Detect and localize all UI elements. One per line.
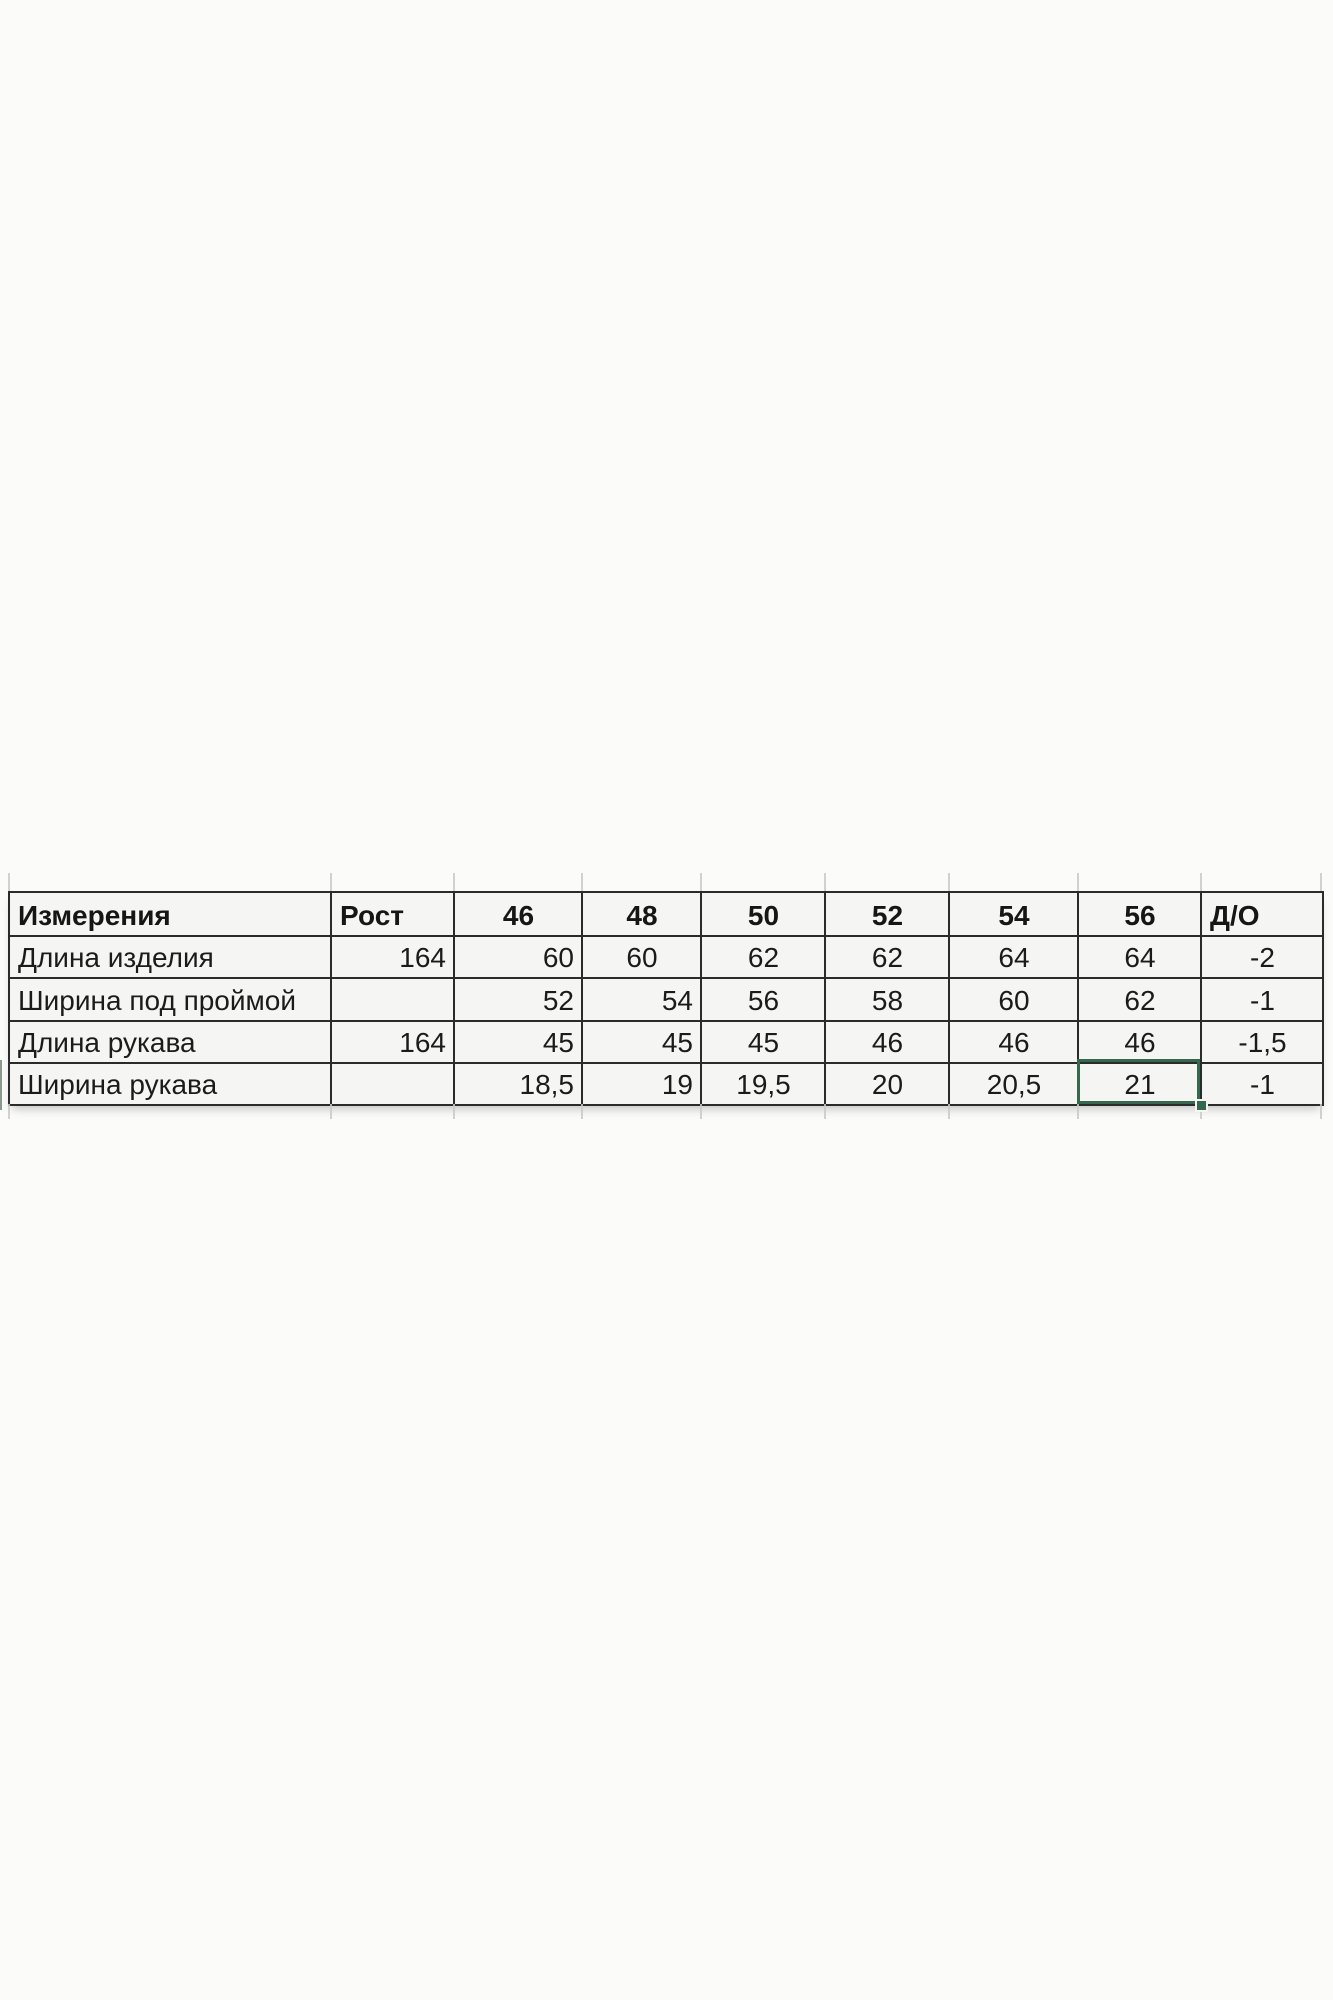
- data-cell[interactable]: [330, 1062, 455, 1106]
- data-cell[interactable]: 54: [581, 977, 702, 1022]
- row-selection-edge-mark: [0, 1060, 2, 1110]
- data-cell[interactable]: 52: [453, 977, 583, 1022]
- table-row: Ширина под проймой 52 54 56 58 60 62 -1: [8, 977, 1324, 1022]
- data-cell[interactable]: 62: [700, 935, 826, 979]
- header-cell-size-50[interactable]: 50: [700, 891, 826, 937]
- data-cell[interactable]: [330, 977, 455, 1022]
- data-cell[interactable]: 46: [948, 1020, 1079, 1064]
- selected-cell[interactable]: 21: [1077, 1062, 1202, 1106]
- data-cell[interactable]: 45: [700, 1020, 826, 1064]
- gridline-stub: [1077, 873, 1079, 891]
- header-cell-size-48[interactable]: 48: [581, 891, 702, 937]
- table-row: Ширина рукава 18,5 19 19,5 20 20,5 21 -1: [8, 1062, 1324, 1106]
- data-cell[interactable]: 56: [700, 977, 826, 1022]
- measurements-table: Измерения Рост 46 48 50 52 54 56 Д/О Дли…: [8, 891, 1324, 1106]
- data-cell[interactable]: 62: [824, 935, 950, 979]
- row-label-cell[interactable]: Ширина под проймой: [8, 977, 332, 1022]
- gridline-stub: [1320, 1104, 1322, 1119]
- gridline-stub: [1320, 873, 1322, 891]
- table-row: Длина изделия 164 60 60 62 62 64 64 -2: [8, 935, 1324, 979]
- data-cell[interactable]: 60: [948, 977, 1079, 1022]
- data-cell[interactable]: 20: [824, 1062, 950, 1106]
- gridline-stub: [824, 873, 826, 891]
- fill-handle[interactable]: [1195, 1099, 1208, 1112]
- data-cell[interactable]: 60: [581, 935, 702, 979]
- data-cell[interactable]: 19: [581, 1062, 702, 1106]
- data-cell[interactable]: 18,5: [453, 1062, 583, 1106]
- row-label-cell[interactable]: Длина рукава: [8, 1020, 332, 1064]
- header-cell-size-56[interactable]: 56: [1077, 891, 1202, 937]
- data-cell[interactable]: 64: [948, 935, 1079, 979]
- header-cell-size-46[interactable]: 46: [453, 891, 583, 937]
- row-label-cell[interactable]: Ширина рукава: [8, 1062, 332, 1106]
- header-row: Измерения Рост 46 48 50 52 54 56 Д/О: [8, 891, 1324, 937]
- data-cell[interactable]: 164: [330, 935, 455, 979]
- gridline-stub: [453, 873, 455, 891]
- header-cell-size-52[interactable]: 52: [824, 891, 950, 937]
- data-cell[interactable]: 19,5: [700, 1062, 826, 1106]
- data-cell[interactable]: 46: [824, 1020, 950, 1064]
- gridline-stub: [700, 1104, 702, 1119]
- header-cell-rost[interactable]: Рост: [330, 891, 455, 937]
- gridline-stub: [581, 873, 583, 891]
- header-cell-do[interactable]: Д/О: [1200, 891, 1324, 937]
- data-cell[interactable]: 46: [1077, 1020, 1202, 1064]
- data-cell[interactable]: 164: [330, 1020, 455, 1064]
- gridline-stub: [700, 873, 702, 891]
- gridline-stub: [453, 1104, 455, 1119]
- data-cell[interactable]: 62: [1077, 977, 1202, 1022]
- gridline-stub: [8, 873, 10, 891]
- data-cell[interactable]: -1: [1200, 977, 1324, 1022]
- gridline-stub: [824, 1104, 826, 1119]
- data-cell[interactable]: 64: [1077, 935, 1202, 979]
- gridline-stub: [330, 873, 332, 891]
- gridline-stub: [581, 1104, 583, 1119]
- data-cell[interactable]: -1,5: [1200, 1020, 1324, 1064]
- gridline-stub: [948, 873, 950, 891]
- gridline-stub: [8, 1104, 10, 1119]
- size-chart-table: Измерения Рост 46 48 50 52 54 56 Д/О Дли…: [8, 891, 1324, 1106]
- data-cell[interactable]: 60: [453, 935, 583, 979]
- data-cell[interactable]: -1: [1200, 1062, 1324, 1106]
- data-cell[interactable]: 45: [581, 1020, 702, 1064]
- data-cell[interactable]: -2: [1200, 935, 1324, 979]
- table-row: Длина рукава 164 45 45 45 46 46 46 -1,5: [8, 1020, 1324, 1064]
- data-cell[interactable]: 20,5: [948, 1062, 1079, 1106]
- gridline-stub: [330, 1104, 332, 1119]
- header-cell-size-54[interactable]: 54: [948, 891, 1079, 937]
- gridline-stub: [1077, 1104, 1079, 1119]
- row-label-cell[interactable]: Длина изделия: [8, 935, 332, 979]
- gridline-stub: [948, 1104, 950, 1119]
- gridline-stub: [1200, 873, 1202, 891]
- data-cell[interactable]: 58: [824, 977, 950, 1022]
- data-cell[interactable]: 45: [453, 1020, 583, 1064]
- header-cell-measurements[interactable]: Измерения: [8, 891, 332, 937]
